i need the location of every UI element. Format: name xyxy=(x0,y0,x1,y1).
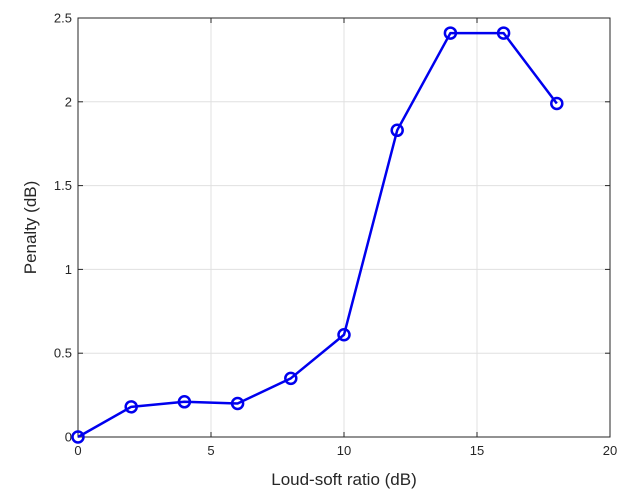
axis-ticks: 0 5 10 15 20 0 0.5 1 1.5 2 2.5 xyxy=(54,11,617,459)
x-axis-label: Loud-soft ratio (dB) xyxy=(271,470,417,489)
data-point xyxy=(443,26,458,40)
series-line xyxy=(77,31,558,439)
y-tick-label: 1.5 xyxy=(54,178,72,193)
data-point xyxy=(390,123,404,138)
y-tick-label: 1 xyxy=(65,262,72,277)
x-tick-label: 20 xyxy=(603,443,617,458)
grid-lines xyxy=(78,18,610,437)
data-point xyxy=(550,96,564,111)
y-tick-label: 2.5 xyxy=(54,11,72,26)
y-axis-label: Penalty (dB) xyxy=(21,181,40,275)
data-point xyxy=(496,26,511,40)
data-point xyxy=(337,328,351,342)
x-tick-label: 0 xyxy=(74,443,81,458)
x-tick-label: 10 xyxy=(337,443,351,458)
y-tick-label: 0 xyxy=(65,430,72,445)
x-tick-label: 15 xyxy=(470,443,484,458)
data-point xyxy=(230,396,245,411)
data-point xyxy=(284,371,298,386)
x-tick-label: 5 xyxy=(207,443,214,458)
y-tick-label: 0.5 xyxy=(54,346,72,361)
data-point xyxy=(124,400,138,414)
data-point xyxy=(71,430,85,444)
data-point xyxy=(177,395,192,409)
data-series xyxy=(71,26,564,444)
y-tick-label: 2 xyxy=(65,94,72,109)
